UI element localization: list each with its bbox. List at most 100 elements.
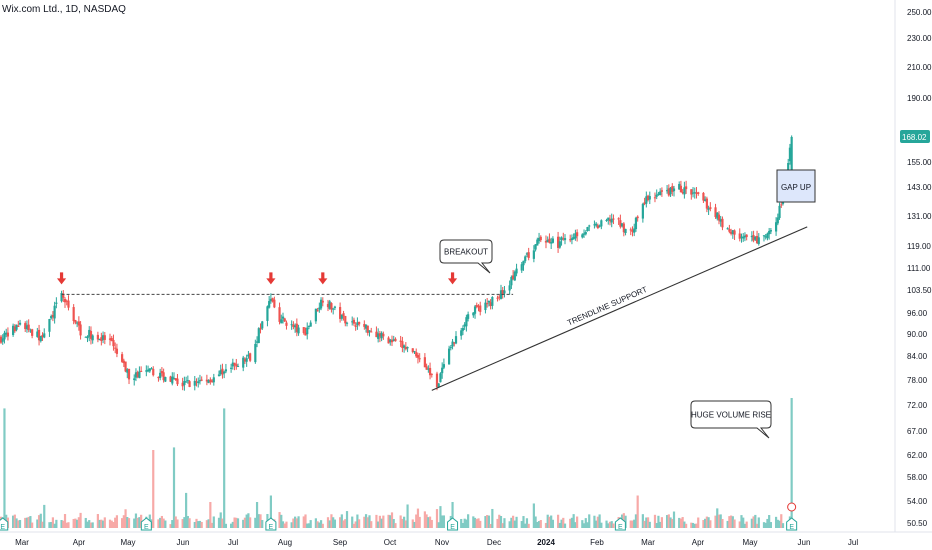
volume-bar [297,516,300,528]
candle-body [707,208,710,210]
down-arrow-icon [56,272,67,285]
candle-body [665,190,669,192]
volume-bar [108,519,112,528]
volume-bar [582,523,586,528]
volume-bar [212,516,215,528]
x-tick-label: Feb [590,538,604,547]
volume-bar [513,520,516,528]
candle-body [672,188,676,192]
y-tick-label: 119.00 [907,242,931,251]
candle-body [717,214,721,221]
y-tick-label: 58.00 [907,473,928,482]
volume-bar [465,519,468,528]
candle-body [442,364,446,368]
candle-body [5,332,8,335]
volume-bar [89,522,93,528]
candle-body [475,304,478,307]
candle-body [569,239,572,241]
candle-body [378,333,381,337]
volume-bar [217,517,221,528]
volume-bar [726,520,729,528]
candle-body [67,300,70,308]
candle-body [570,238,574,241]
x-tick-label: Oct [384,538,397,547]
volume-bar [544,522,548,528]
volume-bar [17,520,20,528]
volume-bar [172,447,176,528]
candle-body [363,323,366,327]
volume-bar [86,521,89,528]
volume-bar [660,517,663,528]
x-tick-label: 2024 [537,538,555,547]
volume-bar [198,520,202,528]
volume-bar [185,492,188,528]
candle-body [406,347,409,349]
candle-body [563,238,567,241]
candle-body [297,327,300,334]
volume-bar [183,517,186,528]
candle-body [399,340,402,342]
candle-body [295,323,298,333]
volume-bar [65,522,68,528]
volume-bar [294,516,297,528]
candle-body [690,189,693,195]
volume-bar [55,519,58,528]
candle-body [307,325,311,327]
candle-body [539,236,542,241]
volume-bar [479,520,482,528]
down-arrow-icon [318,272,328,285]
candle-body [413,351,416,353]
volume-bar [345,511,349,528]
volume-bar [133,518,136,528]
candle-body [77,321,80,326]
candle-body [584,232,587,235]
down-arrow-icon [266,272,276,285]
candle-body [254,343,257,363]
volume-bar [496,518,499,528]
candle-body [352,319,356,324]
candle-body [572,237,575,240]
x-tick-label: Jul [228,538,238,547]
volume-bar [598,514,601,528]
candle-body [152,368,155,376]
volume-bar [160,515,163,528]
volume-bar [91,522,94,528]
candle-body [25,325,29,330]
volume-bar [550,515,553,528]
volume-bar [672,511,676,528]
candle-body [247,354,250,357]
candle-body [776,217,779,224]
volume-bar [280,514,283,528]
candle-body [702,192,705,201]
candle-body [648,196,651,200]
candle-body [629,229,632,231]
candle-body [745,234,748,238]
volume-bar [3,408,6,528]
candle-body [461,328,465,331]
candle-body [110,337,113,341]
volume-bar [634,514,638,528]
candle-body [24,323,27,329]
candle-body [510,276,513,286]
volume-bar [690,522,693,528]
volume-bar [319,520,323,528]
candle-body [273,299,276,308]
volume-bar [399,515,402,528]
earnings-icon: E [447,517,459,531]
volume-bar [416,508,420,528]
volume-callout-text: HUGE VOLUME RISE [691,411,771,420]
candle-body [39,335,42,342]
current-price-label: 168.02 [902,133,927,142]
volume-bar [401,518,404,528]
annotations-layer: BREAKOUT HUGE VOLUME RISE GAP UP E E E E E E [0,169,816,531]
candle-body [159,372,162,379]
candle-body [608,219,612,222]
candle-body [231,362,234,367]
volume-bar [169,524,172,528]
volume-bar [50,521,53,528]
candle-body [302,327,305,333]
volume-bar [520,521,523,528]
volume-bar [159,517,162,528]
